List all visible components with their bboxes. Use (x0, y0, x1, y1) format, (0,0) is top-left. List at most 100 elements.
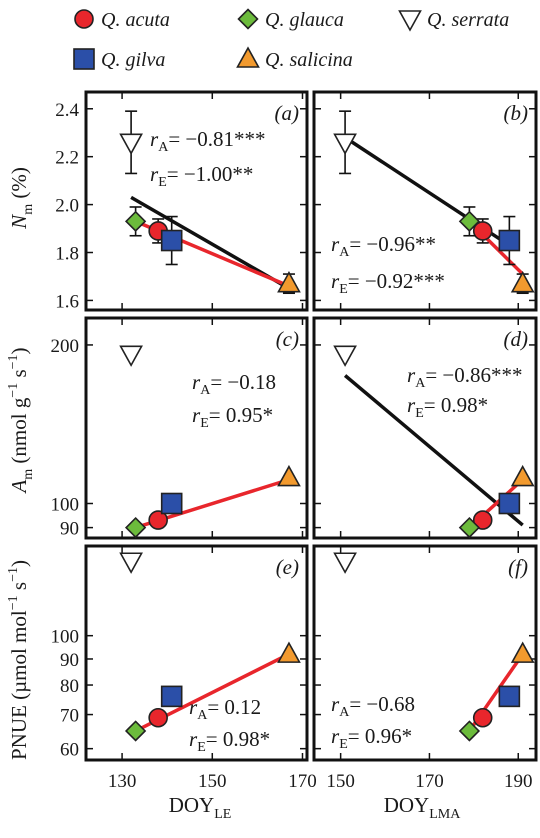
panel-letter: (a) (275, 101, 300, 125)
y-axis-title-am: Am (nmol g−1 s−1) (6, 347, 36, 494)
stat-rA: rA= −0.68 (331, 692, 415, 720)
point-salicina (277, 270, 301, 293)
legend-marker-glauca (237, 8, 259, 30)
point-glauca (124, 720, 147, 742)
panels: 1.6 1.8 2.0 2.2 2.4 (a) rA= −0.81*** rE= −1.00*… (51, 90, 538, 792)
legend-marker-gilva (73, 48, 95, 70)
point-glauca (124, 210, 147, 232)
panel-c: 90 100 200 (c)rA= −0.18 rE= 0.95* (51, 316, 309, 540)
fit-line-all (343, 374, 524, 527)
legend-item-salicina: Q. salicina (236, 46, 353, 71)
legend-item-glauca: Q. glauca (237, 8, 344, 31)
x-tick-label: 130 (108, 771, 137, 792)
y-tick-label: 60 (60, 740, 79, 761)
panel-f: 150 170 190 (f) rA= −0.68 rE= 0.96* (312, 544, 538, 792)
y-tick-label: 2.0 (55, 196, 79, 217)
x-axis-title-left: DOYLE (169, 793, 232, 822)
point-serrata (119, 133, 143, 155)
point-gilva (498, 229, 521, 252)
point-acuta (472, 707, 493, 728)
point-glauca (458, 720, 481, 742)
legend-item-acuta: Q. acuta (74, 9, 170, 31)
point-glauca (124, 516, 147, 539)
panel-letter: (b) (504, 101, 529, 125)
legend-item-serrata: Q. serrata (398, 9, 509, 32)
point-acuta (148, 707, 168, 728)
y-tick-label: 200 (51, 336, 80, 357)
y-tick-label: 90 (60, 650, 79, 671)
stat-rA: rA= −0.81*** (150, 127, 266, 155)
point-gilva (160, 229, 183, 252)
legend-marker-salicina (236, 46, 260, 68)
panel-frame (312, 316, 538, 540)
point-gilva (498, 492, 521, 515)
x-tick-label: 170 (288, 771, 317, 792)
legend: Q. acuta Q. glauca Q. serrata Q. gilva Q. sa… (73, 8, 509, 71)
stat-rA: rA= −0.96** (331, 232, 436, 260)
point-serrata (333, 133, 357, 155)
panel-letter: (d) (504, 327, 529, 351)
y-tick-label: 2.2 (55, 148, 79, 169)
panel-frame (84, 544, 309, 762)
point-serrata (119, 345, 143, 367)
point-acuta (472, 221, 493, 241)
point-acuta (148, 510, 168, 530)
panel-frame (312, 90, 538, 312)
stat-rA: rA= −0.18 (192, 370, 276, 398)
point-glauca (458, 210, 481, 232)
y-tick-label: 100 (51, 627, 80, 648)
point-serrata (119, 552, 143, 574)
stat-rA: rA= 0.12 (189, 695, 261, 723)
y-tick-label: 1.6 (55, 291, 79, 312)
y-axis-title-nm: Nm (%) (7, 167, 36, 230)
x-tick-label: 190 (504, 771, 533, 792)
stat-rE: rE= 0.98* (189, 727, 270, 755)
point-serrata (333, 552, 357, 574)
point-acuta (472, 510, 493, 530)
stat-rA: rA= −0.86*** (407, 363, 523, 391)
legend-label-serrata: Q. serrata (427, 9, 509, 31)
y-tick-label: 70 (60, 706, 79, 727)
point-gilva (498, 685, 521, 708)
panel-frame (84, 316, 309, 540)
point-salicina (510, 641, 535, 663)
y-tick-label: 90 (60, 519, 79, 540)
y-tick-label: 2.4 (55, 100, 79, 121)
panel-d: (d) rA= −0.86***rE= 0.98* (312, 316, 538, 540)
y-tick-label: 100 (51, 494, 80, 515)
legend-label-acuta: Q. acuta (101, 9, 170, 31)
x-tick-label: 150 (326, 771, 355, 792)
axis-titles: DOYLE DOYLMA Nm (%) Am (nmol g−1 s−1) PNUE (… (6, 167, 461, 822)
y-tick-label: 80 (60, 676, 79, 697)
panel-letter: (c) (276, 327, 299, 351)
y-axis-title-pnue: PNUE (µmol mol−1 s−1) (6, 560, 31, 760)
point-salicina (510, 270, 535, 293)
panel-a: 1.6 1.8 2.0 2.2 2.4 (a) rA= −0.81*** rE= −1.00*… (55, 90, 309, 312)
stat-rE: rE= 0.95* (192, 403, 273, 431)
point-gilva (160, 685, 183, 708)
point-glauca (458, 516, 481, 539)
point-salicina (277, 641, 301, 663)
legend-marker-serrata (398, 10, 422, 32)
stat-rE: rE= 0.98* (407, 393, 488, 421)
stat-rE: rE= −0.92*** (331, 269, 445, 297)
point-gilva (160, 492, 183, 515)
panel-letter: (f) (508, 555, 528, 579)
panel-frame (312, 544, 538, 762)
stat-rE: rE= 0.96* (331, 724, 412, 752)
panel-frame (84, 90, 309, 312)
point-salicina (277, 464, 301, 487)
legend-marker-acuta (74, 9, 94, 29)
legend-label-glauca: Q. glauca (265, 9, 344, 31)
point-salicina (510, 464, 535, 487)
x-tick-label: 150 (198, 771, 227, 792)
x-tick-label: 170 (415, 771, 444, 792)
x-axis-title-right: DOYLMA (384, 793, 462, 822)
panel-b: (b) rA= −0.96** rE= −0.92*** (312, 90, 538, 312)
legend-item-gilva: Q. gilva (73, 48, 165, 71)
y-tick-label: 1.8 (55, 244, 79, 265)
legend-label-salicina: Q. salicina (265, 49, 353, 71)
stat-rE: rE= −1.00** (150, 162, 253, 190)
